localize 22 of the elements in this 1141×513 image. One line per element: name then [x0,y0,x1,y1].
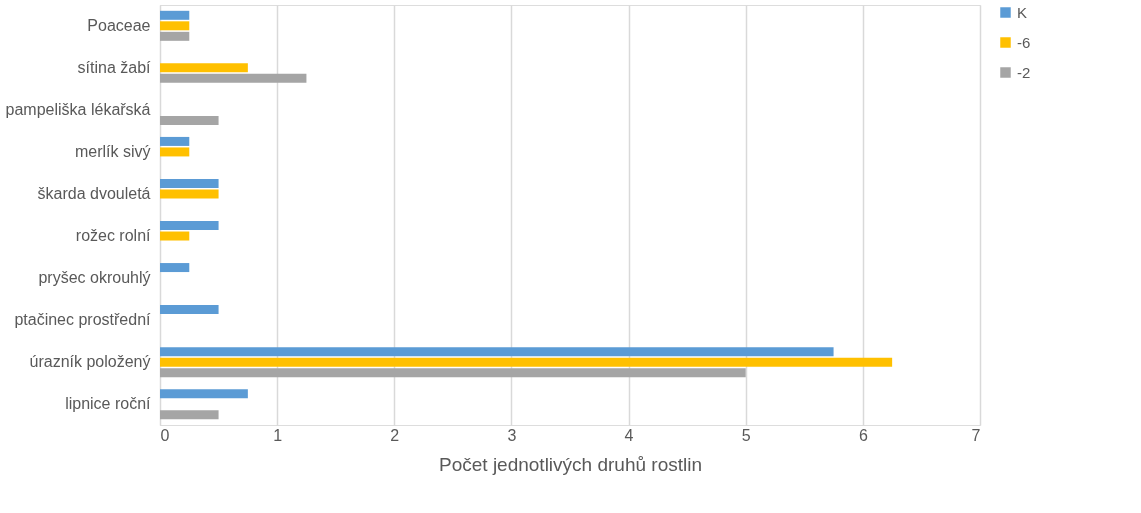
y-tick-label: ptačinec prostřední [14,311,152,329]
legend-label: K [1017,3,1028,21]
y-tick-label: pampeliška lékařská [5,100,151,118]
y-tick-label: Poaceae [87,16,151,34]
x-tick-label: 2 [390,426,400,444]
y-tick-label: škarda dvouletá [37,184,151,202]
y-tick-label: úrazník položený [29,353,151,371]
legend-label: -2 [1017,63,1031,81]
x-tick-label: 7 [971,426,981,444]
y-tick-label: pryšec okrouhlý [38,269,151,287]
x-tick-label: 5 [741,426,751,444]
y-tick-label: rožec rolní [75,227,152,245]
x-tick-label: 0 [160,426,170,444]
x-tick-label: 1 [273,426,283,444]
y-tick-label: lipnice roční [65,395,152,413]
x-tick-label: 6 [858,426,868,444]
x-axis-title: Počet jednotlivých druhů rostlin [439,453,702,475]
legend-label: -6 [1017,33,1031,51]
x-tick-label: 3 [507,426,517,444]
y-tick-label: sítina žabí [77,58,152,76]
y-tick-label: merlík sivý [74,142,151,160]
x-tick-label: 4 [624,426,634,444]
